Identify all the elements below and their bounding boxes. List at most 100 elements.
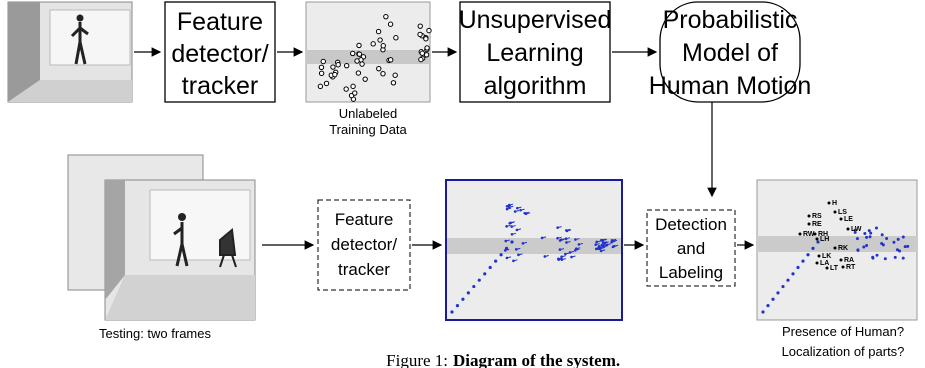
part-point [834, 247, 837, 250]
box-text: detector/ [331, 235, 397, 254]
part-label: LS [838, 209, 847, 216]
feature-image [446, 180, 622, 320]
feature-point [556, 226, 559, 229]
feature-point [472, 285, 475, 288]
feature-point [489, 266, 492, 269]
feature-point [869, 235, 872, 238]
feature-point [353, 91, 357, 95]
figure-caption: Diagram of the system. [453, 351, 620, 368]
feature-point [514, 210, 517, 213]
feature-point [355, 59, 359, 63]
box-text: tracker [182, 72, 258, 100]
feature-point [516, 229, 519, 232]
caption: Testing: two frames [99, 326, 211, 341]
feature-point [351, 84, 355, 88]
feature-point [504, 240, 507, 243]
feature-point [333, 72, 337, 76]
feature-point [811, 247, 814, 250]
part-point [840, 218, 843, 221]
box-text: and [677, 239, 705, 258]
feature-point [515, 248, 518, 251]
feature-point [791, 272, 794, 275]
feature-point [559, 248, 562, 251]
feature-point [321, 59, 325, 63]
box-text: Learning [486, 39, 583, 67]
feature-point [570, 256, 573, 259]
feature-point [766, 304, 769, 307]
feature-point [862, 245, 865, 248]
part-point [842, 266, 845, 269]
feature-point [461, 298, 464, 301]
feature-point [510, 225, 513, 228]
feature-point [456, 304, 459, 307]
feature-point [871, 256, 874, 259]
feature-point [594, 243, 597, 246]
feature-point [371, 42, 375, 46]
part-label: LH [820, 236, 829, 243]
feature-point [508, 222, 511, 225]
part-label: RE [812, 221, 822, 228]
feature-point [418, 24, 422, 28]
feature-point [381, 44, 385, 48]
feature-point [578, 243, 581, 246]
feature-point [394, 36, 398, 40]
feature-point [424, 37, 428, 41]
feature-point [603, 245, 606, 248]
feature-point [865, 244, 868, 247]
part-label: RK [838, 245, 848, 252]
box-text: detector/ [171, 40, 268, 68]
feature-point [363, 77, 367, 81]
feature-point [483, 272, 486, 275]
feature-point [376, 29, 380, 33]
feature-point [868, 229, 871, 232]
caption: Unlabeled [339, 106, 398, 121]
feature-point [602, 241, 605, 244]
feature-point [574, 238, 577, 241]
feature-point [596, 247, 599, 250]
caption: Training Data [329, 122, 407, 137]
feature-point [557, 258, 560, 261]
feature-point [796, 266, 799, 269]
feature-point [776, 291, 779, 294]
diagram: Feature detector/ tracker Unlabeled Trai… [0, 0, 925, 368]
part-label: RT [846, 264, 856, 271]
feature-point [786, 279, 789, 282]
feature-point [781, 285, 784, 288]
training-data-image [306, 2, 431, 102]
part-point [799, 233, 802, 236]
feature-point [319, 65, 323, 69]
feature-point [336, 63, 340, 67]
feature-point [902, 257, 905, 260]
feature-point [574, 249, 577, 252]
feature-point [611, 239, 614, 242]
feature-point [344, 63, 348, 67]
feature-point [865, 236, 868, 239]
feature-point [897, 238, 900, 241]
feature-point [565, 237, 568, 240]
part-point [826, 267, 829, 270]
part-label: H [832, 200, 837, 207]
caption: Localization of parts? [782, 344, 905, 359]
feature-point [569, 251, 572, 254]
feature-point [506, 257, 509, 260]
feature-point [771, 298, 774, 301]
feature-point [559, 239, 562, 242]
part-label: RA [844, 257, 854, 264]
feature-point [467, 291, 470, 294]
feature-point [863, 232, 866, 235]
feature-point [869, 232, 872, 235]
feature-point [885, 237, 888, 240]
feature-point [906, 245, 909, 248]
feature-point [418, 32, 422, 36]
feature-point [856, 248, 859, 251]
feature-point [506, 208, 509, 211]
part-point [808, 215, 811, 218]
part-point [840, 259, 843, 262]
feature-point [892, 241, 895, 244]
feature-point [806, 253, 809, 256]
part-point [814, 233, 817, 236]
box-text: Probabilistic [663, 6, 798, 34]
feature-point [393, 73, 397, 77]
feature-point [357, 43, 361, 47]
feature-point [801, 259, 804, 262]
